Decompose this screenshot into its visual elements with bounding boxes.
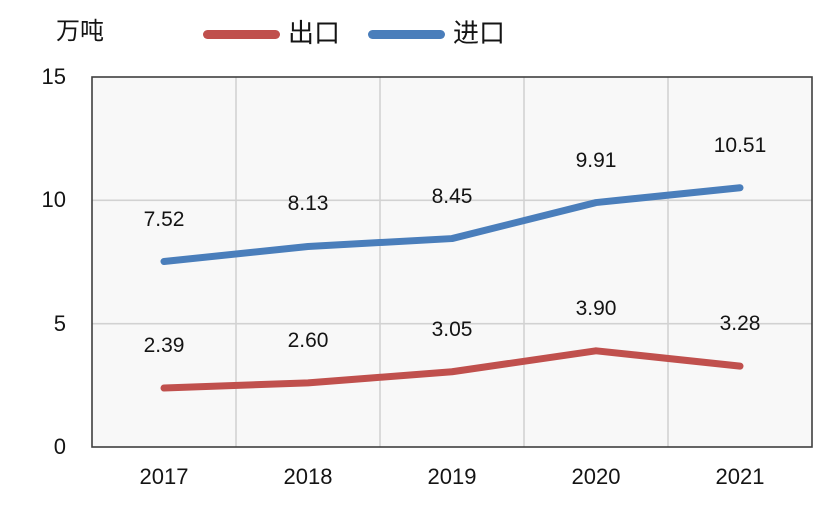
legend-line-swatch-export: [203, 29, 280, 39]
legend: 出口 进口: [203, 19, 506, 49]
legend-label-export: 出口: [288, 19, 341, 48]
legend-item-import: 进口: [368, 19, 506, 49]
series-line-import: [160, 184, 744, 266]
legend-item-export: 出口: [203, 19, 341, 49]
plot-border: [91, 76, 813, 448]
plot-area: [92, 77, 812, 447]
legend-label-import: 进口: [453, 19, 506, 48]
series-line-export: [160, 347, 744, 392]
y-axis-unit-label: 万吨: [56, 19, 104, 45]
legend-line-swatch-import: [368, 29, 446, 39]
